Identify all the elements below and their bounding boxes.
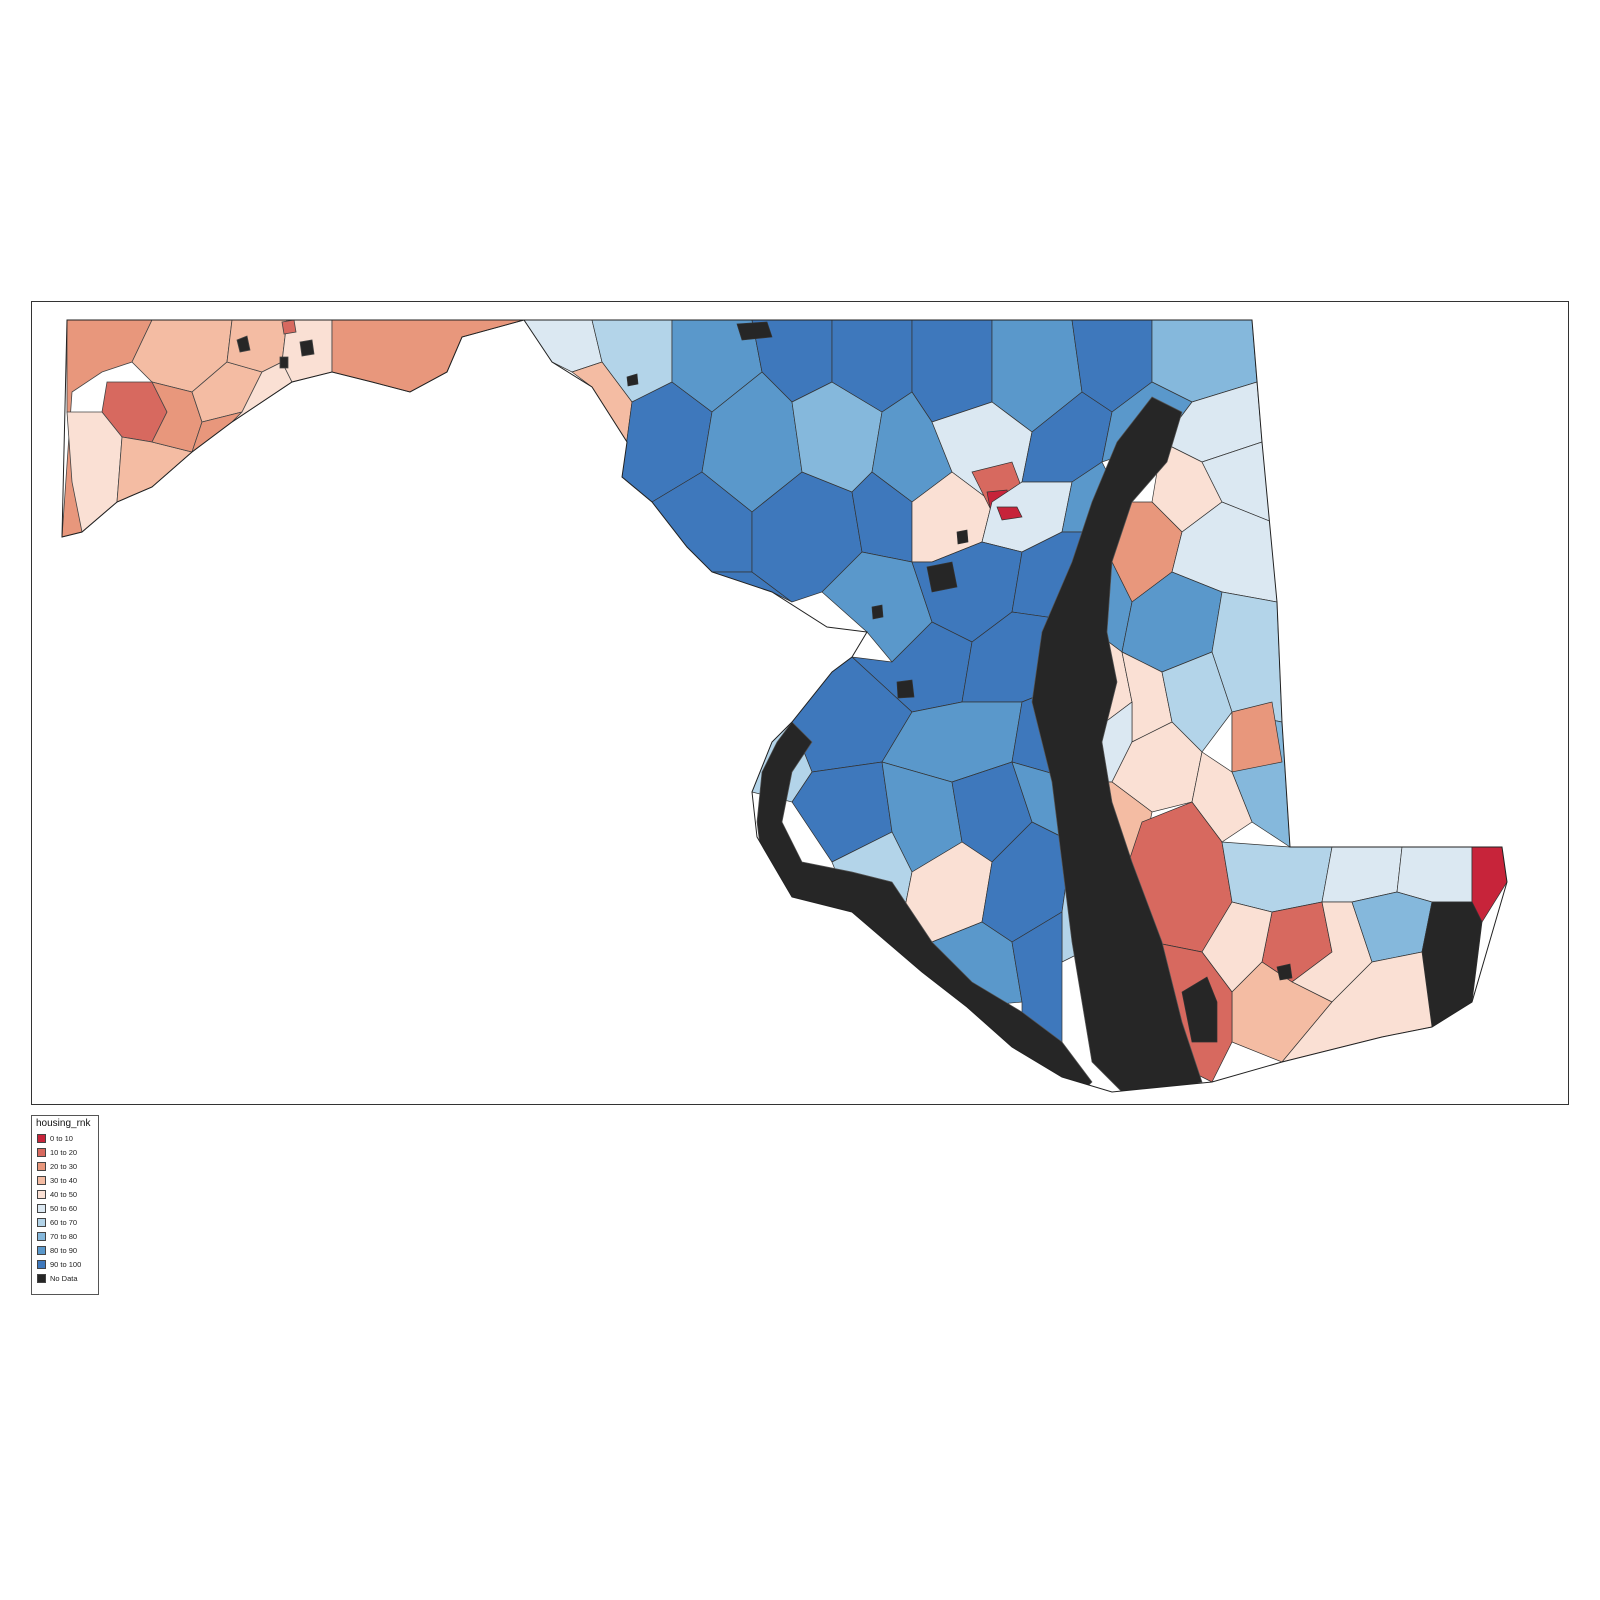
legend-label: 10 to 20 (50, 1148, 78, 1157)
state-outline (61, 319, 1508, 1093)
no-data-tract (996, 506, 1023, 521)
legend-swatch (37, 1148, 46, 1157)
region-tract (521, 320, 603, 373)
no-data-tract (279, 356, 289, 369)
legend-label: 60 to 70 (50, 1218, 78, 1227)
region-tract (1396, 846, 1473, 903)
legend-swatch (37, 1190, 46, 1199)
legend-label: 0 to 10 (50, 1134, 73, 1143)
no-data-tract (736, 321, 773, 341)
legend-swatch (37, 1260, 46, 1269)
region-tract (1161, 651, 1233, 753)
region-tract (1231, 701, 1283, 773)
region-tract (281, 319, 297, 335)
region-tract (1191, 751, 1253, 843)
no-data-tract (896, 679, 915, 699)
no-data-tract (1181, 976, 1218, 1043)
region-tract (331, 319, 525, 393)
legend-label: 50 to 60 (50, 1204, 78, 1213)
region-tract (1221, 841, 1333, 913)
legend-label: No Data (50, 1274, 78, 1283)
legend-label: 70 to 80 (50, 1232, 78, 1241)
legend-title: housing_rnk (36, 1118, 91, 1129)
legend-swatch (37, 1218, 46, 1227)
region-tract (1421, 901, 1483, 1028)
legend-swatch (37, 1274, 46, 1283)
no-data-tract (871, 604, 884, 620)
legend-swatch (37, 1204, 46, 1213)
legend-label: 40 to 50 (50, 1190, 78, 1199)
no-data-tract (1276, 963, 1293, 981)
choropleth-map[interactable] (32, 302, 1568, 1104)
region-tract (1471, 846, 1507, 923)
legend-label: 90 to 100 (50, 1260, 82, 1269)
legend-swatch (37, 1134, 46, 1143)
no-data-tract (926, 561, 958, 593)
legend-swatch (37, 1232, 46, 1241)
central-region (521, 320, 1507, 1092)
no-data-tract (236, 335, 251, 353)
no-data-tract (956, 529, 969, 545)
legend-swatch (37, 1176, 46, 1185)
map-frame (31, 301, 1569, 1105)
legend-swatch (37, 1246, 46, 1255)
no-data-tract (626, 373, 639, 387)
western-region (61, 319, 525, 538)
legend-label: 80 to 90 (50, 1246, 78, 1255)
chesapeake-bay (1031, 396, 1203, 1092)
legend-label: 20 to 30 (50, 1162, 78, 1171)
legend-swatch (37, 1162, 46, 1171)
map-legend: housing_rnk 0 to 10 10 to 20 20 to 30 30 to… (31, 1115, 99, 1295)
no-data-tract (299, 339, 315, 357)
legend-label: 30 to 40 (50, 1176, 78, 1185)
